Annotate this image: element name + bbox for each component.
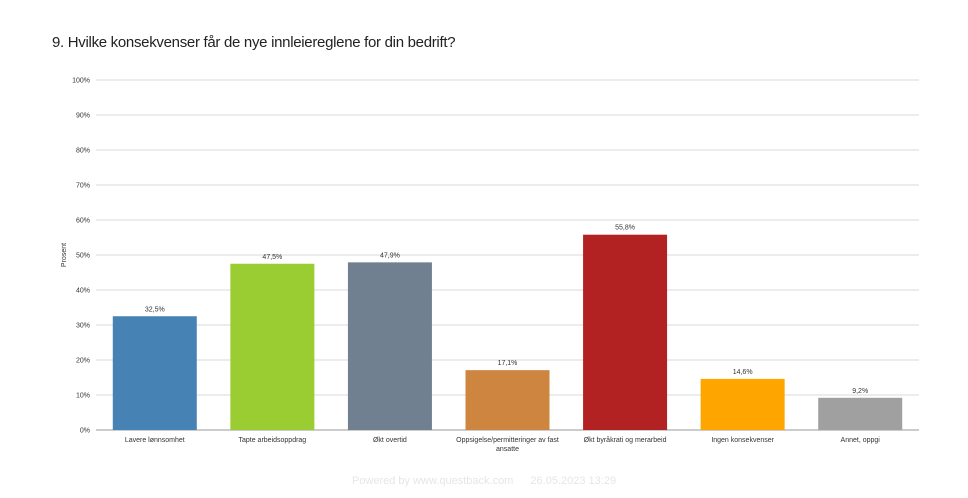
y-tick-label: 30% [76, 323, 90, 330]
y-tick-label: 10% [76, 393, 90, 400]
category-label: Tapte arbeidsoppdrag [238, 437, 306, 444]
bar [583, 234, 668, 430]
category-label: ansatte [496, 446, 519, 453]
y-tick-label: 70% [76, 183, 90, 190]
data-label: 9,2% [852, 388, 868, 395]
y-tick-label: 80% [76, 148, 90, 155]
y-tick-label: 50% [76, 253, 90, 260]
y-tick-label: 60% [76, 218, 90, 225]
bar [465, 370, 550, 430]
bar [230, 263, 315, 430]
data-label: 47,9% [380, 252, 400, 259]
data-label: 47,5% [262, 254, 282, 261]
y-tick-label: 40% [76, 288, 90, 295]
category-label: Økt byråkrati og merarbeid [584, 436, 667, 444]
data-label: 55,8% [615, 225, 635, 232]
y-tick-label: 90% [76, 113, 90, 120]
category-label: Oppsigelse/permitteringer av fast [456, 437, 559, 444]
data-label: 14,6% [733, 369, 753, 376]
powered-by-text: Powered by www.questback.com [351, 475, 514, 487]
footer: Powered by www.questback.com 26.05.2023 … [0, 475, 968, 487]
y-tick-label: 0% [80, 428, 90, 435]
page-title: 9. Hvilke konsekvenser får de nye innlei… [52, 34, 456, 51]
x-axis-categories: Lavere lønnsomhet Tapte arbeidsoppdrag Økt… [125, 436, 880, 453]
bar [112, 316, 197, 430]
y-axis-title: Prosent [61, 243, 68, 267]
footer-timestamp: 26.05.2023 13:29 [530, 475, 617, 487]
y-tick-label: 100% [72, 78, 90, 85]
bar [818, 397, 903, 430]
data-label: 32,5% [145, 306, 165, 313]
y-axis-ticks: 0% 10% 20% 30% 40% 50% 60% 70% 80% 90% 100% [72, 78, 90, 435]
category-label: Lavere lønnsomhet [125, 437, 185, 444]
category-label: Økt overtid [373, 437, 407, 444]
category-label: Annet, oppgi [841, 437, 881, 444]
category-label: Ingen konsekvenser [711, 437, 774, 444]
data-labels: 32,5% 47,5% 47,9% 17,1% 55,8% 14,6% 9,2% [145, 225, 868, 395]
bars [112, 234, 903, 430]
bar [347, 262, 432, 430]
bar [700, 378, 785, 430]
y-tick-label: 20% [76, 358, 90, 365]
data-label: 17,1% [498, 360, 518, 367]
